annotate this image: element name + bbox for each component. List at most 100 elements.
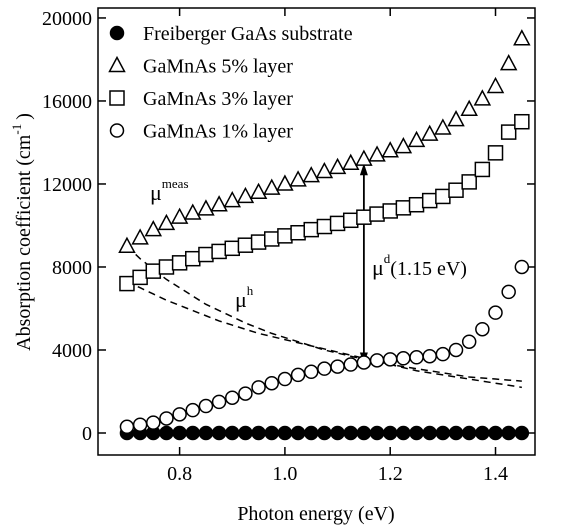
marker — [225, 425, 240, 441]
y-tick-label: 4000 — [52, 340, 92, 362]
marker — [185, 250, 201, 267]
marker — [396, 425, 411, 441]
annotation-sup: d — [384, 251, 391, 266]
legend-marker — [109, 123, 125, 138]
marker — [276, 174, 294, 191]
y-tick-label: 20000 — [42, 8, 92, 30]
marker — [198, 425, 214, 441]
marker — [461, 425, 477, 441]
marker — [237, 237, 254, 253]
marker — [131, 228, 149, 245]
marker — [407, 130, 426, 148]
marker — [513, 29, 531, 46]
marker — [447, 110, 465, 127]
marker — [408, 196, 425, 213]
marker — [396, 351, 411, 366]
marker — [369, 206, 385, 222]
dashed-curve — [126, 280, 522, 389]
y-label-text: Absorption coefficient (cm — [13, 134, 35, 351]
marker — [251, 380, 266, 395]
marker — [146, 415, 161, 430]
marker — [132, 417, 148, 432]
annotation-end: (1.15 eV) — [390, 258, 467, 280]
marker — [198, 246, 214, 263]
marker — [290, 367, 306, 383]
marker — [145, 263, 162, 279]
marker — [119, 419, 135, 435]
marker — [264, 375, 279, 391]
marker — [514, 113, 530, 130]
y-tick-label: 8000 — [52, 257, 92, 279]
y-tick-label: 0 — [82, 423, 92, 445]
marker — [317, 425, 332, 441]
marker — [514, 259, 530, 275]
annotation-base: μ — [372, 255, 384, 280]
marker — [172, 407, 187, 422]
marker — [448, 182, 464, 198]
marker — [488, 305, 503, 320]
plot-frame — [97, 7, 536, 456]
marker — [211, 425, 227, 441]
marker — [409, 350, 424, 365]
marker — [210, 195, 228, 212]
marker — [355, 149, 373, 166]
marker — [487, 145, 504, 161]
marker — [185, 402, 201, 418]
marker — [422, 348, 437, 364]
marker — [185, 425, 201, 441]
y-label-end: ) — [13, 113, 35, 120]
marker — [369, 353, 385, 368]
marker — [356, 355, 372, 370]
annotation: μd(1.15 eV) — [372, 251, 467, 280]
marker — [316, 218, 333, 235]
legend-marker — [109, 25, 125, 41]
marker — [170, 207, 189, 224]
marker — [514, 425, 530, 441]
marker — [395, 200, 412, 216]
annotation: μh — [235, 283, 254, 312]
x-tick-label: 1.2 — [378, 463, 403, 485]
marker — [394, 137, 413, 154]
marker — [486, 76, 505, 94]
legend-label: GaMnAs 5% layer — [143, 56, 293, 78]
marker — [315, 161, 334, 179]
marker — [289, 170, 307, 187]
marker — [382, 352, 398, 367]
marker — [329, 215, 346, 232]
marker — [277, 425, 293, 441]
marker — [171, 255, 188, 271]
legend-marker — [108, 55, 126, 73]
marker — [303, 364, 319, 380]
marker — [198, 398, 214, 414]
marker — [473, 89, 492, 106]
marker — [368, 145, 386, 162]
marker — [277, 228, 293, 244]
marker — [223, 190, 242, 208]
marker — [343, 425, 358, 441]
marker — [119, 275, 135, 292]
y-tick-label: 16000 — [42, 91, 92, 113]
marker — [159, 411, 174, 426]
marker — [382, 203, 398, 219]
marker — [290, 224, 306, 241]
marker — [303, 425, 319, 441]
y-tick-label: 12000 — [42, 174, 92, 196]
annotation-sup: h — [247, 283, 254, 298]
marker — [330, 359, 345, 374]
marker — [422, 425, 437, 441]
marker — [132, 269, 148, 286]
marker — [488, 425, 503, 441]
marker — [343, 357, 358, 372]
marker — [263, 231, 280, 247]
marker — [435, 425, 451, 441]
marker — [382, 425, 398, 441]
marker — [251, 425, 266, 441]
arrow-head — [359, 163, 368, 176]
marker — [461, 174, 477, 190]
marker — [302, 166, 320, 183]
x-axis-label: Photon energy (eV) — [237, 503, 394, 525]
marker — [460, 99, 478, 117]
marker — [250, 234, 267, 250]
marker — [381, 141, 399, 158]
